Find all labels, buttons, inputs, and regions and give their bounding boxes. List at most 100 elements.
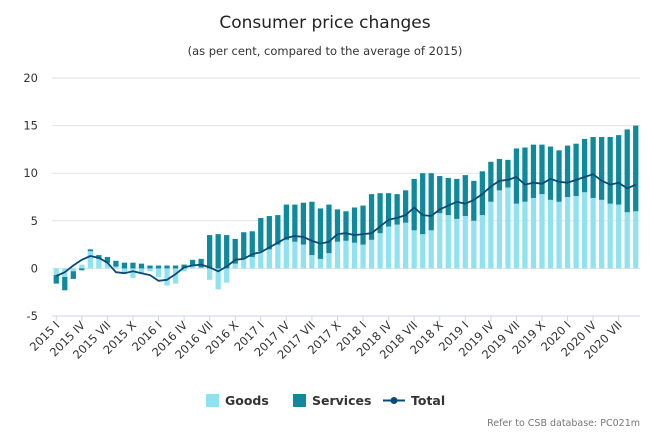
- bar-goods[interactable]: [462, 216, 468, 269]
- bar-services[interactable]: [420, 173, 426, 235]
- total-line[interactable]: [55, 173, 637, 282]
- bar-goods[interactable]: [130, 268, 136, 278]
- bar-goods[interactable]: [564, 197, 571, 269]
- bar-goods[interactable]: [164, 268, 170, 286]
- bar-services[interactable]: [394, 194, 400, 225]
- bar-goods[interactable]: [121, 268, 128, 274]
- bar-services[interactable]: [573, 143, 579, 197]
- bar-goods[interactable]: [292, 241, 298, 269]
- bar-services[interactable]: [505, 159, 511, 188]
- bar-goods[interactable]: [420, 234, 426, 269]
- bar-services[interactable]: [164, 265, 170, 269]
- bar-services[interactable]: [539, 144, 545, 195]
- bar-goods[interactable]: [53, 268, 59, 276]
- bar-goods[interactable]: [147, 268, 153, 272]
- bar-services[interactable]: [334, 209, 341, 242]
- bar-services[interactable]: [266, 216, 272, 250]
- legend-item-services[interactable]: Services: [293, 393, 371, 408]
- bar-goods[interactable]: [70, 268, 76, 272]
- bar-goods[interactable]: [309, 255, 315, 269]
- bar-goods[interactable]: [411, 230, 417, 269]
- bar-goods[interactable]: [394, 224, 400, 269]
- bar-goods[interactable]: [207, 268, 213, 280]
- bar-goods[interactable]: [573, 196, 579, 269]
- bar-services[interactable]: [241, 232, 247, 259]
- bar-services[interactable]: [530, 144, 537, 198]
- bar-goods[interactable]: [360, 244, 366, 269]
- bar-services[interactable]: [283, 204, 289, 240]
- bar-goods[interactable]: [232, 263, 238, 269]
- bar-goods[interactable]: [471, 220, 477, 269]
- bar-goods[interactable]: [155, 268, 162, 277]
- bar-goods[interactable]: [377, 233, 383, 269]
- bar-goods[interactable]: [87, 251, 93, 269]
- bar-goods[interactable]: [326, 253, 332, 269]
- bar-services[interactable]: [258, 217, 264, 252]
- bar-services[interactable]: [454, 178, 460, 219]
- bar-services[interactable]: [581, 138, 588, 193]
- bar-services[interactable]: [496, 158, 503, 191]
- bar-services[interactable]: [351, 207, 358, 243]
- bar-services[interactable]: [113, 260, 119, 267]
- bar-services[interactable]: [104, 256, 111, 263]
- bar-services[interactable]: [207, 235, 213, 269]
- bar-goods[interactable]: [385, 226, 392, 269]
- bar-services[interactable]: [488, 161, 494, 202]
- bar-goods[interactable]: [96, 258, 102, 269]
- bar-goods[interactable]: [547, 199, 554, 269]
- bar-services[interactable]: [309, 201, 315, 256]
- bar-services[interactable]: [147, 265, 153, 269]
- bar-goods[interactable]: [496, 190, 503, 269]
- bar-goods[interactable]: [428, 230, 434, 269]
- bar-goods[interactable]: [343, 240, 349, 269]
- bar-services[interactable]: [445, 177, 451, 216]
- bar-services[interactable]: [403, 190, 409, 223]
- bar-services[interactable]: [607, 137, 613, 204]
- bar-goods[interactable]: [189, 265, 196, 269]
- bar-services[interactable]: [343, 211, 349, 241]
- bar-services[interactable]: [224, 235, 230, 269]
- bar-goods[interactable]: [79, 264, 85, 269]
- bar-services[interactable]: [633, 125, 639, 212]
- bar-services[interactable]: [360, 205, 366, 245]
- bar-goods[interactable]: [530, 197, 537, 269]
- bar-goods[interactable]: [198, 267, 204, 269]
- source-credit[interactable]: Refer to CSB database: PC021m: [487, 418, 640, 429]
- bar-goods[interactable]: [522, 201, 528, 269]
- bar-services[interactable]: [130, 262, 136, 269]
- bar-goods[interactable]: [249, 256, 255, 269]
- bar-services[interactable]: [317, 208, 324, 259]
- bar-services[interactable]: [189, 259, 196, 266]
- bar-services[interactable]: [326, 204, 332, 254]
- bar-goods[interactable]: [368, 239, 375, 269]
- legend-item-goods[interactable]: Goods: [206, 393, 269, 408]
- bar-services[interactable]: [428, 173, 434, 231]
- bar-goods[interactable]: [224, 268, 230, 283]
- bar-services[interactable]: [292, 204, 298, 242]
- bar-services[interactable]: [522, 147, 528, 202]
- bar-services[interactable]: [385, 193, 392, 227]
- bar-services[interactable]: [437, 176, 443, 214]
- bar-goods[interactable]: [113, 266, 119, 269]
- bar-services[interactable]: [616, 135, 622, 205]
- bar-services[interactable]: [599, 137, 605, 200]
- bar-goods[interactable]: [334, 241, 341, 269]
- bar-goods[interactable]: [104, 262, 111, 269]
- bar-services[interactable]: [411, 178, 417, 231]
- bar-goods[interactable]: [539, 194, 545, 269]
- bar-goods[interactable]: [172, 268, 179, 284]
- legend-item-total[interactable]: Total: [383, 393, 445, 408]
- bar-goods[interactable]: [616, 204, 622, 269]
- bar-services[interactable]: [138, 263, 145, 269]
- bar-goods[interactable]: [599, 199, 605, 269]
- bar-goods[interactable]: [275, 244, 281, 269]
- bar-goods[interactable]: [488, 201, 494, 269]
- bar-goods[interactable]: [300, 244, 307, 269]
- bar-goods[interactable]: [590, 197, 596, 269]
- bar-goods[interactable]: [445, 215, 451, 269]
- bar-goods[interactable]: [437, 213, 443, 269]
- bar-services[interactable]: [377, 193, 383, 234]
- bar-services[interactable]: [368, 194, 375, 240]
- bar-goods[interactable]: [556, 201, 562, 269]
- bar-services[interactable]: [462, 175, 468, 217]
